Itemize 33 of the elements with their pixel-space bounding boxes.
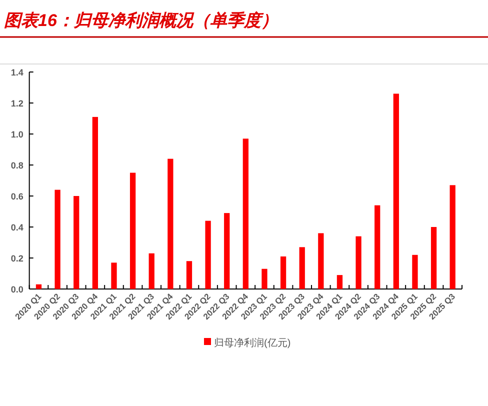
chart-title: 图表16：归母净利润概况（单季度） (4, 11, 278, 30)
bar (299, 247, 305, 289)
bar (130, 172, 136, 289)
bar (74, 196, 80, 289)
y-tick-label: 0.8 (10, 160, 24, 170)
bar (92, 116, 98, 289)
bar (430, 227, 437, 289)
y-tick-label: 1.4 (10, 68, 24, 78)
bar (205, 220, 211, 289)
bar (450, 185, 456, 289)
y-tick-label: 0.2 (10, 254, 24, 264)
y-tick-label: 0.0 (10, 284, 24, 294)
bar (412, 254, 418, 289)
bar (393, 94, 399, 289)
bar (318, 233, 324, 289)
y-tick-label: 0.6 (10, 192, 24, 202)
legend-label: 归母净利润(亿元) (214, 337, 291, 349)
bar (242, 138, 248, 289)
y-tick-label: 0.4 (10, 222, 24, 232)
y-tick-label: 1.0 (10, 130, 24, 140)
bar (36, 284, 42, 289)
bar (224, 213, 230, 289)
bar (148, 253, 154, 289)
bar (356, 236, 362, 289)
bar (262, 268, 268, 289)
bar (336, 275, 343, 289)
bar (186, 261, 192, 289)
bar (280, 256, 286, 289)
bar (111, 262, 117, 289)
bar (374, 205, 380, 289)
bar (168, 158, 174, 289)
bar (54, 190, 60, 289)
y-tick-label: 1.2 (10, 98, 24, 108)
